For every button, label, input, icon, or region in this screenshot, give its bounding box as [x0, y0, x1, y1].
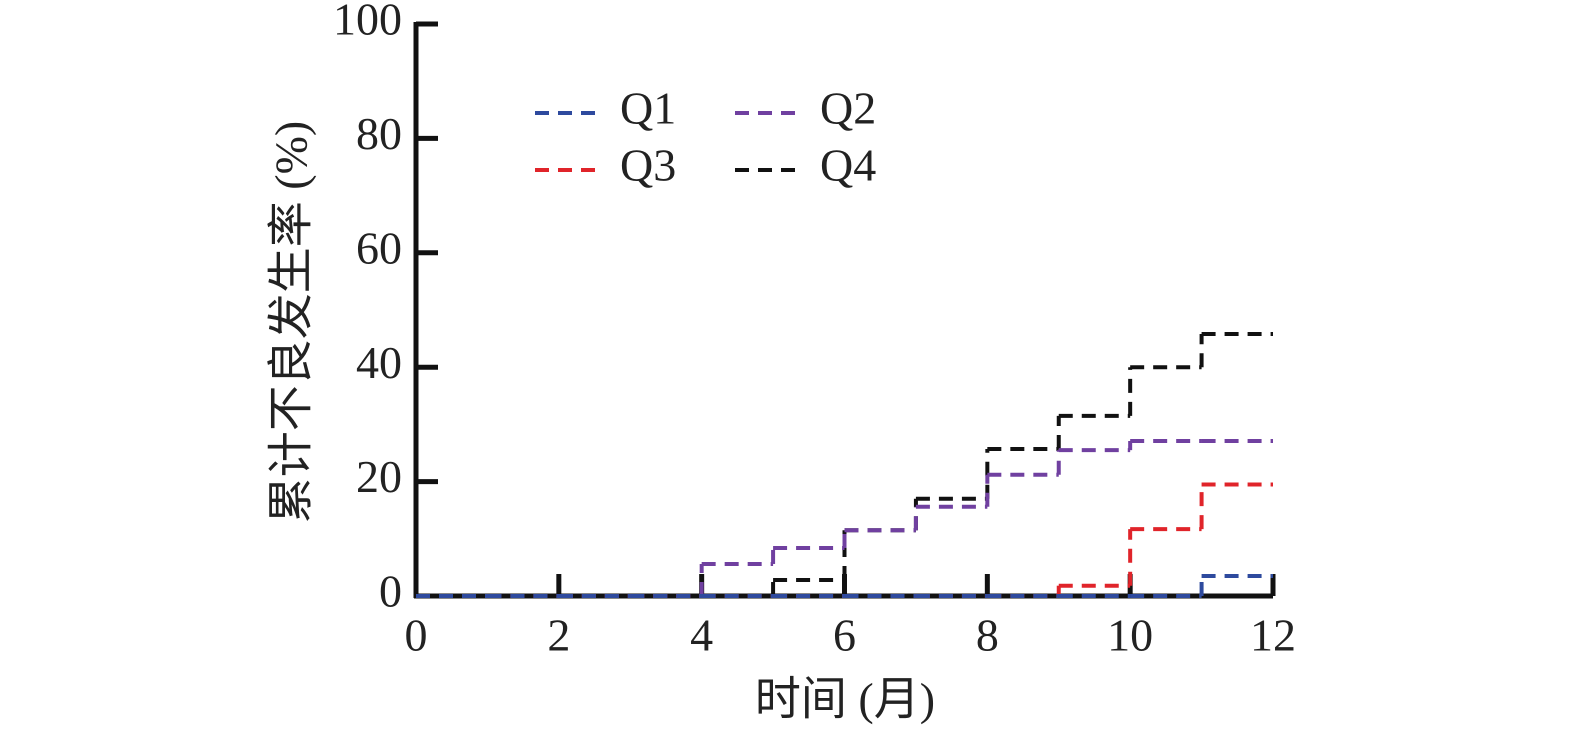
legend-label: Q2 [820, 83, 876, 134]
y-tick-label: 100 [333, 0, 402, 45]
x-tick-label: 0 [405, 610, 428, 661]
legend-label: Q3 [620, 140, 676, 191]
x-tick-label: 2 [547, 610, 570, 661]
y-tick-label: 0 [379, 566, 402, 617]
y-tick-label: 60 [356, 222, 402, 273]
x-tick-label: 8 [976, 610, 999, 661]
y-tick-label: 40 [356, 337, 402, 388]
y-axis-label: 累计不良发生率 (%) [266, 121, 317, 523]
legend-label: Q1 [620, 83, 676, 134]
legend-label: Q4 [820, 140, 876, 191]
x-tick-label: 4 [690, 610, 713, 661]
y-tick-label: 80 [356, 108, 402, 159]
x-tick-label: 10 [1107, 610, 1153, 661]
x-axis-label: 时间 (月) [755, 674, 935, 725]
x-tick-label: 12 [1250, 610, 1296, 661]
x-tick-label: 6 [833, 610, 856, 661]
y-tick-label: 20 [356, 451, 402, 502]
